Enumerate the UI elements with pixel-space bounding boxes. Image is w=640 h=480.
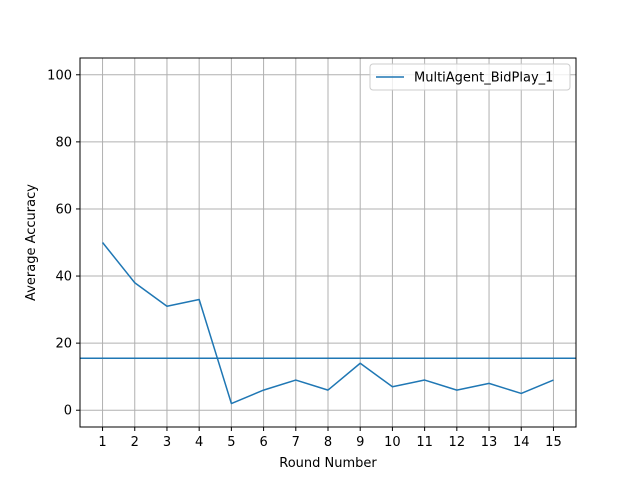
- x-tick-label: 14: [513, 435, 530, 450]
- y-axis-ticks: 0 20 40 60 80 100: [47, 68, 80, 419]
- x-tick-label: 5: [227, 435, 235, 450]
- x-tick-label: 15: [545, 435, 562, 450]
- y-tick-label: 80: [55, 135, 72, 150]
- x-tick-label: 13: [481, 435, 498, 450]
- legend-label: MultiAgent_BidPlay_1: [414, 71, 553, 86]
- series-line: [101, 242, 554, 405]
- x-tick-label: 2: [131, 435, 139, 450]
- x-tick-label: 8: [324, 435, 332, 450]
- x-tick-label: 7: [292, 435, 300, 450]
- x-tick-label: 3: [163, 435, 171, 450]
- y-tick-label: 40: [55, 270, 72, 285]
- y-tick-label: 20: [55, 337, 72, 352]
- y-tick-label: 0: [64, 404, 72, 419]
- y-axis-label: Average Accuracy: [24, 184, 39, 301]
- x-tick-label: 1: [98, 435, 106, 450]
- series-lines: [101, 242, 554, 405]
- grid: [80, 58, 576, 427]
- x-tick-label: 10: [384, 435, 401, 450]
- x-tick-label: 6: [259, 435, 267, 450]
- y-tick-label: 100: [47, 68, 72, 83]
- legend-box: [369, 63, 571, 91]
- x-axis-label: Round Number: [279, 456, 377, 471]
- legend: MultiAgent_BidPlay_1: [369, 63, 571, 91]
- x-axis-ticks: 1 2 3 4 5 6 7 8 9 10 11 12 13 14 15: [98, 427, 562, 450]
- x-tick-label: 4: [195, 435, 203, 450]
- x-tick-label: 12: [449, 435, 466, 450]
- y-tick-label: 60: [55, 202, 72, 217]
- x-tick-label: 9: [356, 435, 364, 450]
- x-tick-label: 11: [416, 435, 433, 450]
